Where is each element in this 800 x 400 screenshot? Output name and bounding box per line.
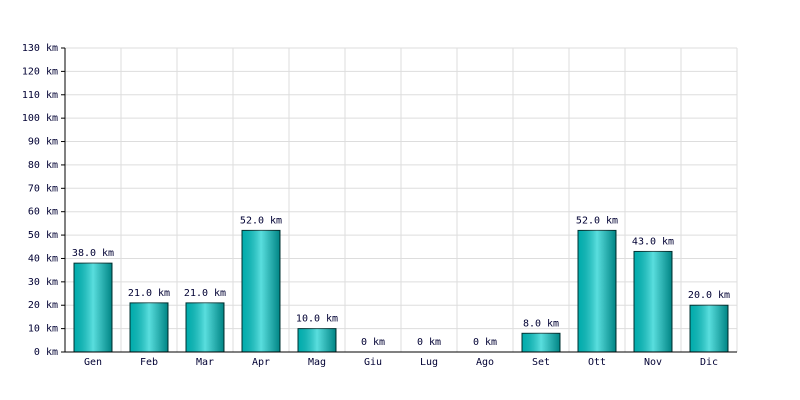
value-label: 43.0 km bbox=[632, 236, 674, 247]
value-label: 10.0 km bbox=[296, 314, 338, 325]
value-label: 52.0 km bbox=[240, 215, 282, 226]
bar-shade bbox=[578, 230, 616, 352]
x-tick-label: Giu bbox=[364, 357, 382, 368]
bar-shade bbox=[74, 263, 112, 352]
y-tick-label: 20 km bbox=[28, 300, 58, 311]
value-label: 0 km bbox=[417, 337, 441, 348]
x-tick-label: Ago bbox=[476, 357, 494, 368]
bar-shade bbox=[186, 302, 224, 352]
value-label: 0 km bbox=[361, 337, 385, 348]
bar-shade bbox=[298, 328, 336, 352]
value-label: 21.0 km bbox=[128, 288, 170, 299]
value-label: 0 km bbox=[473, 337, 497, 348]
y-tick-label: 70 km bbox=[28, 183, 58, 194]
value-label: 52.0 km bbox=[576, 215, 618, 226]
x-tick-label: Gen bbox=[84, 357, 102, 368]
y-tick-label: 40 km bbox=[28, 253, 58, 264]
x-tick-label: Set bbox=[532, 357, 550, 368]
x-tick-label: Dic bbox=[700, 357, 718, 368]
y-tick-label: 60 km bbox=[28, 207, 58, 218]
value-label: 38.0 km bbox=[72, 248, 114, 259]
y-tick-label: 10 km bbox=[28, 324, 58, 335]
value-label: 21.0 km bbox=[184, 288, 226, 299]
x-tick-label: Ott bbox=[588, 357, 606, 368]
bar-shade bbox=[690, 305, 728, 352]
x-tick-label: Mag bbox=[308, 357, 326, 368]
y-tick-label: 130 km bbox=[22, 43, 58, 54]
x-tick-label: Apr bbox=[252, 357, 270, 368]
y-tick-label: 30 km bbox=[28, 277, 58, 288]
x-tick-label: Mar bbox=[196, 357, 214, 368]
x-tick-label: Feb bbox=[140, 357, 158, 368]
y-tick-label: 0 km bbox=[34, 347, 58, 358]
y-tick-label: 120 km bbox=[22, 66, 58, 77]
y-tick-label: 110 km bbox=[22, 90, 58, 101]
x-tick-label: Lug bbox=[420, 357, 438, 368]
bar-shade bbox=[130, 302, 168, 352]
y-tick-label: 100 km bbox=[22, 113, 58, 124]
bar-shade bbox=[522, 333, 560, 352]
y-tick-label: 50 km bbox=[28, 230, 58, 241]
bar-shade bbox=[242, 230, 280, 352]
bar-shade bbox=[634, 251, 672, 352]
x-tick-label: Nov bbox=[644, 357, 662, 368]
y-tick-label: 80 km bbox=[28, 160, 58, 171]
y-tick-label: 90 km bbox=[28, 137, 58, 148]
value-label: 20.0 km bbox=[688, 290, 730, 301]
value-label: 8.0 km bbox=[523, 318, 559, 329]
